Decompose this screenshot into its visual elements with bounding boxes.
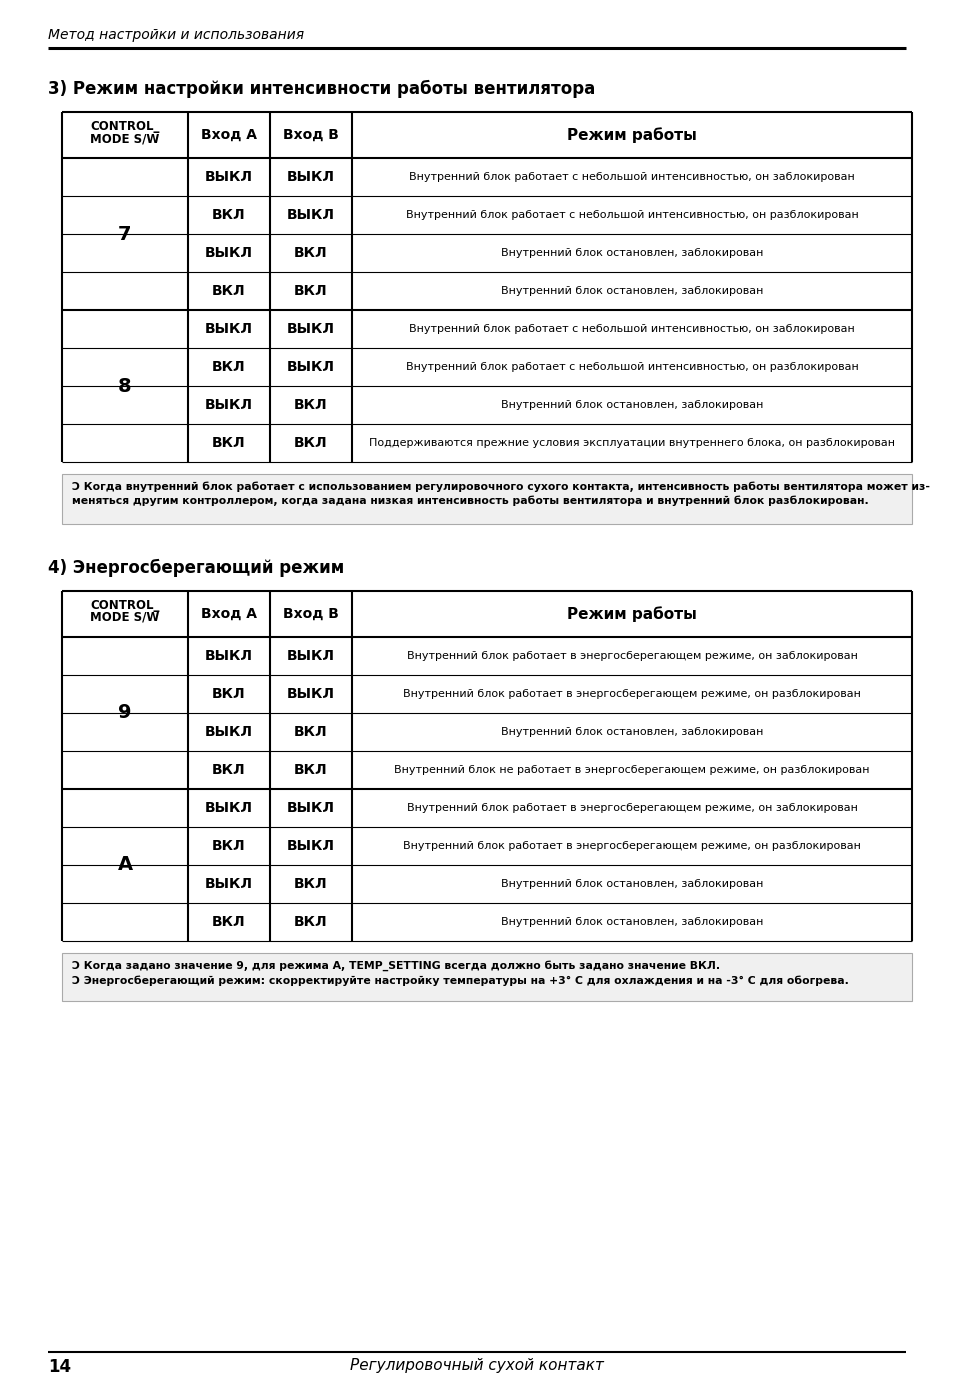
Text: ВКЛ: ВКЛ — [294, 916, 328, 930]
Text: Внутренний блок работает в энергосберегающем режиме, он разблокирован: Внутренний блок работает в энергосберега… — [402, 841, 860, 851]
Text: Поддерживаются прежние условия эксплуатации внутреннего блока, он разблокирован: Поддерживаются прежние условия эксплуата… — [369, 438, 894, 448]
Text: Внутренний блок работает в энергосберегающем режиме, он разблокирован: Внутренний блок работает в энергосберега… — [402, 689, 860, 699]
Text: ВКЛ: ВКЛ — [212, 687, 246, 701]
Text: ВКЛ: ВКЛ — [294, 435, 328, 449]
Text: ВЫКЛ: ВЫКЛ — [205, 725, 253, 739]
Text: ВКЛ: ВКЛ — [294, 725, 328, 739]
Text: ВКЛ: ВКЛ — [212, 839, 246, 853]
Text: Внутренний блок работает с небольшой интенсивностью, он разблокирован: Внутренний блок работает с небольшой инт… — [405, 210, 858, 220]
Text: CONTROL_: CONTROL_ — [91, 120, 159, 133]
Text: Внутренний блок остановлен, заблокирован: Внутренний блок остановлен, заблокирован — [500, 248, 762, 258]
Text: Метод настройки и использования: Метод настройки и использования — [48, 28, 304, 42]
Text: Внутренний блок не работает в энергосберегающем режиме, он разблокирован: Внутренний блок не работает в энергосбер… — [394, 764, 869, 776]
Text: ВКЛ: ВКЛ — [212, 916, 246, 930]
Text: Внутренний блок остановлен, заблокирован: Внутренний блок остановлен, заблокирован — [500, 917, 762, 927]
Text: ВЫКЛ: ВЫКЛ — [287, 322, 335, 336]
Text: Ↄ Когда задано значение 9, для режима А, TEMP_SETTING всегда должно быть задано : Ↄ Когда задано значение 9, для режима А,… — [71, 960, 720, 970]
Text: 3) Режим настройки интенсивности работы вентилятора: 3) Режим настройки интенсивности работы … — [48, 80, 595, 98]
Text: Внутренний блок работает с небольшой интенсивностью, он заблокирован: Внутренний блок работает с небольшой инт… — [409, 323, 854, 335]
Text: ВЫКЛ: ВЫКЛ — [287, 360, 335, 374]
Text: ВЫКЛ: ВЫКЛ — [287, 209, 335, 223]
Text: Внутренний блок работает в энергосберегающем режиме, он заблокирован: Внутренний блок работает в энергосберега… — [406, 804, 857, 813]
Text: ВКЛ: ВКЛ — [294, 876, 328, 890]
Text: 8: 8 — [118, 377, 132, 395]
Text: ВКЛ: ВКЛ — [294, 398, 328, 412]
Text: меняться другим контроллером, когда задана низкая интенсивность работы вентилято: меняться другим контроллером, когда зада… — [71, 496, 868, 507]
Text: Внутренний блок остановлен, заблокирован: Внутренний блок остановлен, заблокирован — [500, 286, 762, 295]
Text: Внутренний блок остановлен, заблокирован: Внутренний блок остановлен, заблокирован — [500, 400, 762, 410]
Text: ВЫКЛ: ВЫКЛ — [205, 169, 253, 183]
Text: CONTROL_: CONTROL_ — [91, 599, 159, 612]
Text: ВЫКЛ: ВЫКЛ — [287, 801, 335, 815]
Text: Регулировочный сухой контакт: Регулировочный сухой контакт — [350, 1358, 603, 1373]
Text: Вход B: Вход B — [283, 608, 338, 622]
Text: Ↄ Энергосберегающий режим: скорректируйте настройку температуры на +3° С для охл: Ↄ Энергосберегающий режим: скорректируйт… — [71, 976, 848, 987]
Text: ВЫКЛ: ВЫКЛ — [205, 322, 253, 336]
Text: ВЫКЛ: ВЫКЛ — [205, 246, 253, 260]
Text: Вход A: Вход A — [201, 608, 256, 622]
Text: Внутренний блок работает с небольшой интенсивностью, он заблокирован: Внутренний блок работает с небольшой инт… — [409, 172, 854, 182]
Text: ВКЛ: ВКЛ — [294, 246, 328, 260]
Text: ВЫКЛ: ВЫКЛ — [205, 650, 253, 664]
Text: Режим работы: Режим работы — [566, 127, 697, 143]
Text: А: А — [117, 855, 132, 875]
Text: Ↄ Когда внутренний блок работает с использованием регулировочного сухого контакт: Ↄ Когда внутренний блок работает с испол… — [71, 482, 929, 491]
Text: 7: 7 — [118, 224, 132, 244]
Text: 9: 9 — [118, 703, 132, 722]
Text: ВЫКЛ: ВЫКЛ — [287, 839, 335, 853]
Text: Внутренний блок работает в энергосберегающем режиме, он заблокирован: Внутренний блок работает в энергосберега… — [406, 651, 857, 661]
Text: ВЫКЛ: ВЫКЛ — [205, 398, 253, 412]
Bar — [62, 953, 911, 1001]
Text: ВЫКЛ: ВЫКЛ — [287, 650, 335, 664]
Text: ВЫКЛ: ВЫКЛ — [205, 876, 253, 890]
Text: Внутренний блок работает с небольшой интенсивностью, он разблокирован: Внутренний блок работает с небольшой инт… — [405, 363, 858, 372]
Text: ВКЛ: ВКЛ — [294, 284, 328, 298]
Text: ВЫКЛ: ВЫКЛ — [287, 169, 335, 183]
Text: ВКЛ: ВКЛ — [212, 360, 246, 374]
Text: 14: 14 — [48, 1358, 71, 1376]
Text: Вход B: Вход B — [283, 127, 338, 141]
Text: ВКЛ: ВКЛ — [212, 763, 246, 777]
Bar — [62, 475, 911, 524]
Text: 4) Энергосберегающий режим: 4) Энергосберегающий режим — [48, 559, 344, 577]
Text: MODE S/W: MODE S/W — [91, 610, 159, 624]
Text: ВЫКЛ: ВЫКЛ — [205, 801, 253, 815]
Text: Вход A: Вход A — [201, 127, 256, 141]
Text: Внутренний блок остановлен, заблокирован: Внутренний блок остановлен, заблокирован — [500, 879, 762, 889]
Text: Режим работы: Режим работы — [566, 606, 697, 622]
Text: ВКЛ: ВКЛ — [212, 284, 246, 298]
Text: ВКЛ: ВКЛ — [212, 435, 246, 449]
Text: ВКЛ: ВКЛ — [212, 209, 246, 223]
Text: Внутренний блок остановлен, заблокирован: Внутренний блок остановлен, заблокирован — [500, 727, 762, 736]
Text: ВЫКЛ: ВЫКЛ — [287, 687, 335, 701]
Text: MODE S/W: MODE S/W — [91, 132, 159, 146]
Text: ВКЛ: ВКЛ — [294, 763, 328, 777]
